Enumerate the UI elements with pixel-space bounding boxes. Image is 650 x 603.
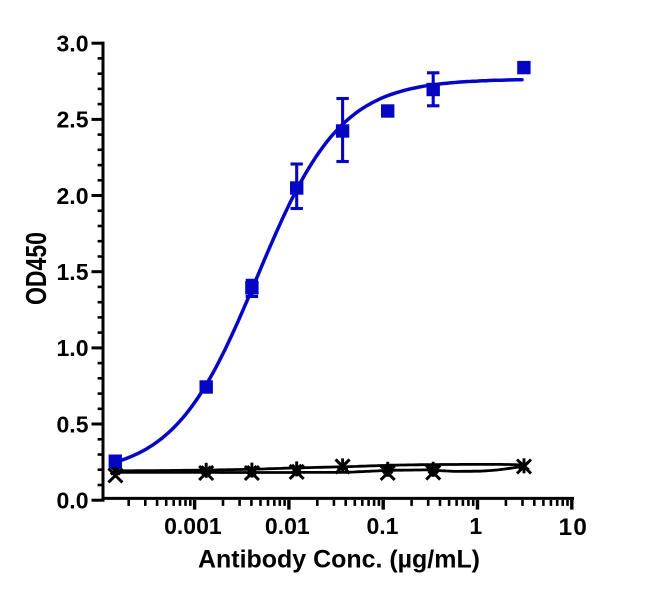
svg-text:0.1: 0.1 (367, 513, 399, 539)
svg-text:1.0: 1.0 (57, 335, 89, 361)
svg-text:2.5: 2.5 (57, 107, 89, 133)
svg-text:0.5: 0.5 (57, 411, 89, 437)
svg-text:OD450: OD450 (21, 232, 53, 305)
svg-text:0.0: 0.0 (57, 488, 89, 514)
svg-text:Antibody Conc. (µg/mL): Antibody Conc. (µg/mL) (198, 546, 480, 574)
svg-text:0.01: 0.01 (265, 513, 310, 539)
svg-text:2.0: 2.0 (57, 183, 89, 209)
svg-text:1.5: 1.5 (57, 259, 89, 285)
svg-text:10: 10 (558, 514, 588, 541)
svg-text:1: 1 (469, 513, 482, 539)
svg-text:0.001: 0.001 (164, 513, 222, 539)
svg-text:3.0: 3.0 (57, 31, 89, 57)
